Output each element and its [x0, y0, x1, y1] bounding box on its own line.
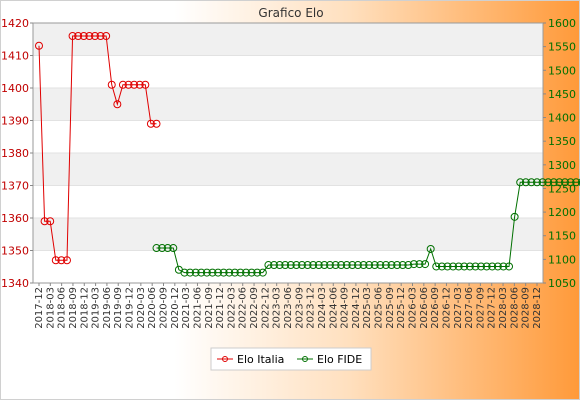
x-tick-label: 2026-09	[430, 287, 441, 329]
plot-band	[33, 153, 543, 186]
x-tick-label: 2025-06	[374, 287, 385, 329]
x-tick-label: 2022-09	[249, 287, 260, 329]
x-tick-label: 2028-06	[509, 287, 520, 329]
x-tick-label: 2019-06	[102, 287, 113, 329]
x-tick-label: 2028-09	[521, 287, 532, 329]
x-tick-label: 2017-12	[34, 287, 45, 329]
x-tick-label: 2028-12	[532, 287, 543, 329]
left-tick-label: 1340	[1, 277, 29, 290]
x-tick-label: 2026-03	[408, 287, 419, 329]
left-tick-label: 1350	[1, 245, 29, 258]
x-tick-label: 2024-12	[351, 287, 362, 329]
x-tick-label: 2020-09	[159, 287, 170, 329]
x-tick-label: 2023-06	[283, 287, 294, 329]
x-tick-label: 2018-09	[68, 287, 79, 329]
legend: Elo Italia Elo FIDE	[211, 348, 371, 370]
x-tick-label: 2024-06	[328, 287, 339, 329]
x-tick-label: 2020-12	[170, 287, 181, 329]
x-tick-label: 2027-12	[487, 287, 498, 329]
x-tick-label: 2021-03	[181, 287, 192, 329]
x-tick-label: 2023-09	[294, 287, 305, 329]
x-tick-label: 2020-06	[147, 287, 158, 329]
x-tick-label: 2019-03	[91, 287, 102, 329]
x-tick-label: 2018-03	[45, 287, 56, 329]
x-tick-label: 2026-06	[419, 287, 430, 329]
chart-title: Grafico Elo	[258, 6, 323, 20]
x-tick-label: 2021-06	[192, 287, 203, 329]
right-tick-label: 1600	[548, 17, 576, 30]
left-tick-label: 1420	[1, 17, 29, 30]
x-tick-label: 2021-12	[215, 287, 226, 329]
x-tick-label: 2019-09	[113, 287, 124, 329]
x-tick-label: 2018-12	[79, 287, 90, 329]
x-tick-label: 2019-12	[125, 287, 136, 329]
legend-label: Elo FIDE	[317, 353, 362, 366]
x-tick-label: 2025-09	[385, 287, 396, 329]
left-tick-label: 1380	[1, 147, 29, 160]
x-tick-label: 2020-03	[136, 287, 147, 329]
plot-band	[33, 88, 543, 121]
right-tick-label: 1350	[548, 135, 576, 148]
x-tick-label: 2024-03	[317, 287, 328, 329]
right-tick-label: 1450	[548, 88, 576, 101]
plot-band	[33, 218, 543, 251]
right-tick-label: 1200	[548, 206, 576, 219]
right-tick-label: 1050	[548, 277, 576, 290]
x-tick-label: 2028-03	[498, 287, 509, 329]
x-tick-label: 2027-09	[475, 287, 486, 329]
right-tick-label: 1500	[548, 64, 576, 77]
x-tick-label: 2027-03	[453, 287, 464, 329]
x-tick-label: 2025-03	[362, 287, 373, 329]
left-tick-label: 1370	[1, 180, 29, 193]
right-tick-label: 1400	[548, 112, 576, 125]
x-tick-label: 2018-06	[57, 287, 68, 329]
right-axis-ticks: 1050110011501200125013001350140014501500…	[543, 17, 576, 290]
left-tick-label: 1400	[1, 82, 29, 95]
x-tick-label: 2022-12	[260, 287, 271, 329]
x-tick-label: 2024-09	[340, 287, 351, 329]
x-tick-label: 2027-06	[464, 287, 475, 329]
left-axis-ticks: 1340 1350 1360 1370 1380 1390 1400 1410 1420	[1, 17, 33, 290]
x-tick-label: 2022-03	[226, 287, 237, 329]
left-tick-label: 1390	[1, 115, 29, 128]
right-tick-label: 1100	[548, 253, 576, 266]
x-tick-label: 2026-12	[441, 287, 452, 329]
x-tick-label: 2022-06	[238, 287, 249, 329]
right-tick-label: 1300	[548, 159, 576, 172]
x-tick-label: 2023-03	[272, 287, 283, 329]
x-tick-label: 2023-12	[306, 287, 317, 329]
plot-band	[33, 23, 543, 56]
right-tick-label: 1550	[548, 41, 576, 54]
x-tick-label: 2021-09	[204, 287, 215, 329]
x-tick-label: 2025-12	[396, 287, 407, 329]
left-tick-label: 1360	[1, 212, 29, 225]
legend-label: Elo Italia	[237, 353, 284, 366]
right-tick-label: 1150	[548, 230, 576, 243]
left-tick-label: 1410	[1, 50, 29, 63]
